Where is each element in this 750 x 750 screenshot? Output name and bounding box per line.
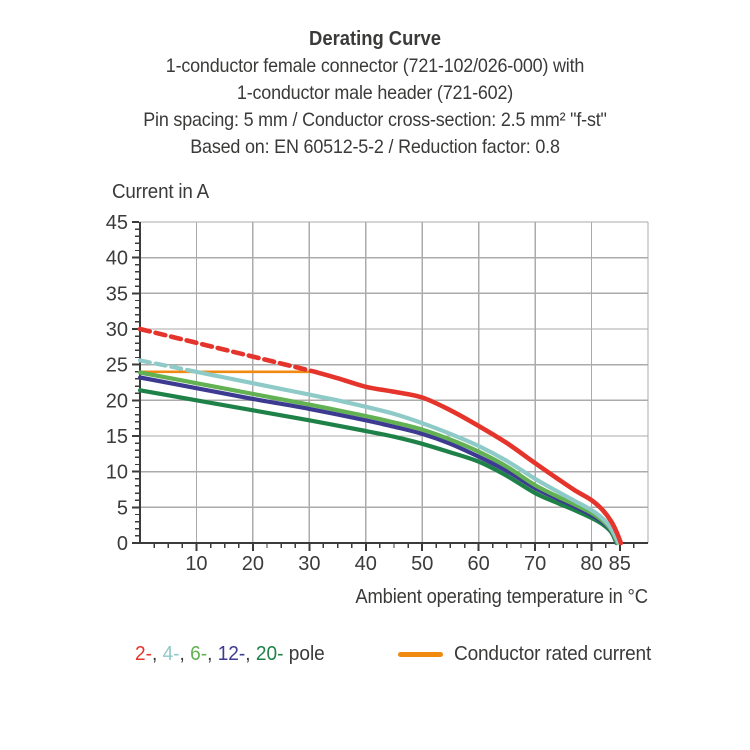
svg-text:50: 50 [411, 553, 433, 575]
derating-chart: 10 20 30 40 50 60 70 80 85 0 5 10 15 20 25 30 35 40 45 [106, 212, 649, 575]
legend-item-20-pole: 20- [255, 642, 284, 665]
svg-text:85: 85 [609, 553, 631, 575]
svg-text:15: 15 [106, 426, 128, 448]
legend-item-2-pole: 2- [135, 642, 152, 665]
legend-item-6-pole: 6- [190, 642, 208, 665]
y-axis-title: Current in A [112, 181, 210, 203]
title-block: Derating Curve 1-conductor female connec… [30, 26, 720, 161]
subtitle-line-2: 1-conductor male header (721-602) [236, 82, 514, 104]
svg-text:25: 25 [106, 355, 128, 377]
pole-count-legend: 2-, 4-, 6-, 12-, 20- pole [135, 642, 325, 666]
svg-text:10: 10 [106, 462, 128, 484]
svg-text:80: 80 [580, 553, 602, 575]
svg-text:20: 20 [106, 390, 128, 412]
legend-separator: , [207, 642, 218, 665]
svg-text:40: 40 [106, 248, 128, 270]
subtitle-line-3: Pin spacing: 5 mm / Conductor cross-sect… [143, 109, 607, 131]
legend-separator: , [151, 642, 163, 665]
subtitle-line-4: Based on: EN 60512-5-2 / Reduction facto… [190, 136, 560, 158]
svg-text:10: 10 [185, 553, 207, 575]
legend-separator: , [179, 642, 191, 665]
legend-separator: , [245, 642, 256, 665]
svg-text:40: 40 [355, 553, 377, 575]
legend-item-4-pole: 4- [162, 642, 180, 665]
x-axis-title: Ambient operating temperature in °C [355, 586, 649, 608]
svg-text:30: 30 [298, 553, 320, 575]
svg-text:20: 20 [242, 553, 264, 575]
chart-title: Derating Curve [309, 28, 441, 50]
svg-text:70: 70 [524, 553, 546, 575]
svg-text:30: 30 [106, 319, 128, 341]
legend-pole-suffix: pole [283, 642, 325, 665]
rated-current-line-swatch [398, 651, 443, 657]
svg-text:35: 35 [106, 283, 128, 305]
legend-item-12-pole: 12- [217, 642, 246, 665]
svg-text:60: 60 [468, 553, 490, 575]
svg-text:45: 45 [106, 212, 128, 234]
subtitle-line-1: 1-conductor female connector (721-102/02… [165, 55, 585, 77]
rated-current-legend: Conductor rated current [398, 642, 666, 666]
rated-current-label: Conductor rated current [454, 642, 652, 665]
svg-text:5: 5 [117, 497, 128, 519]
svg-text:0: 0 [117, 533, 128, 555]
